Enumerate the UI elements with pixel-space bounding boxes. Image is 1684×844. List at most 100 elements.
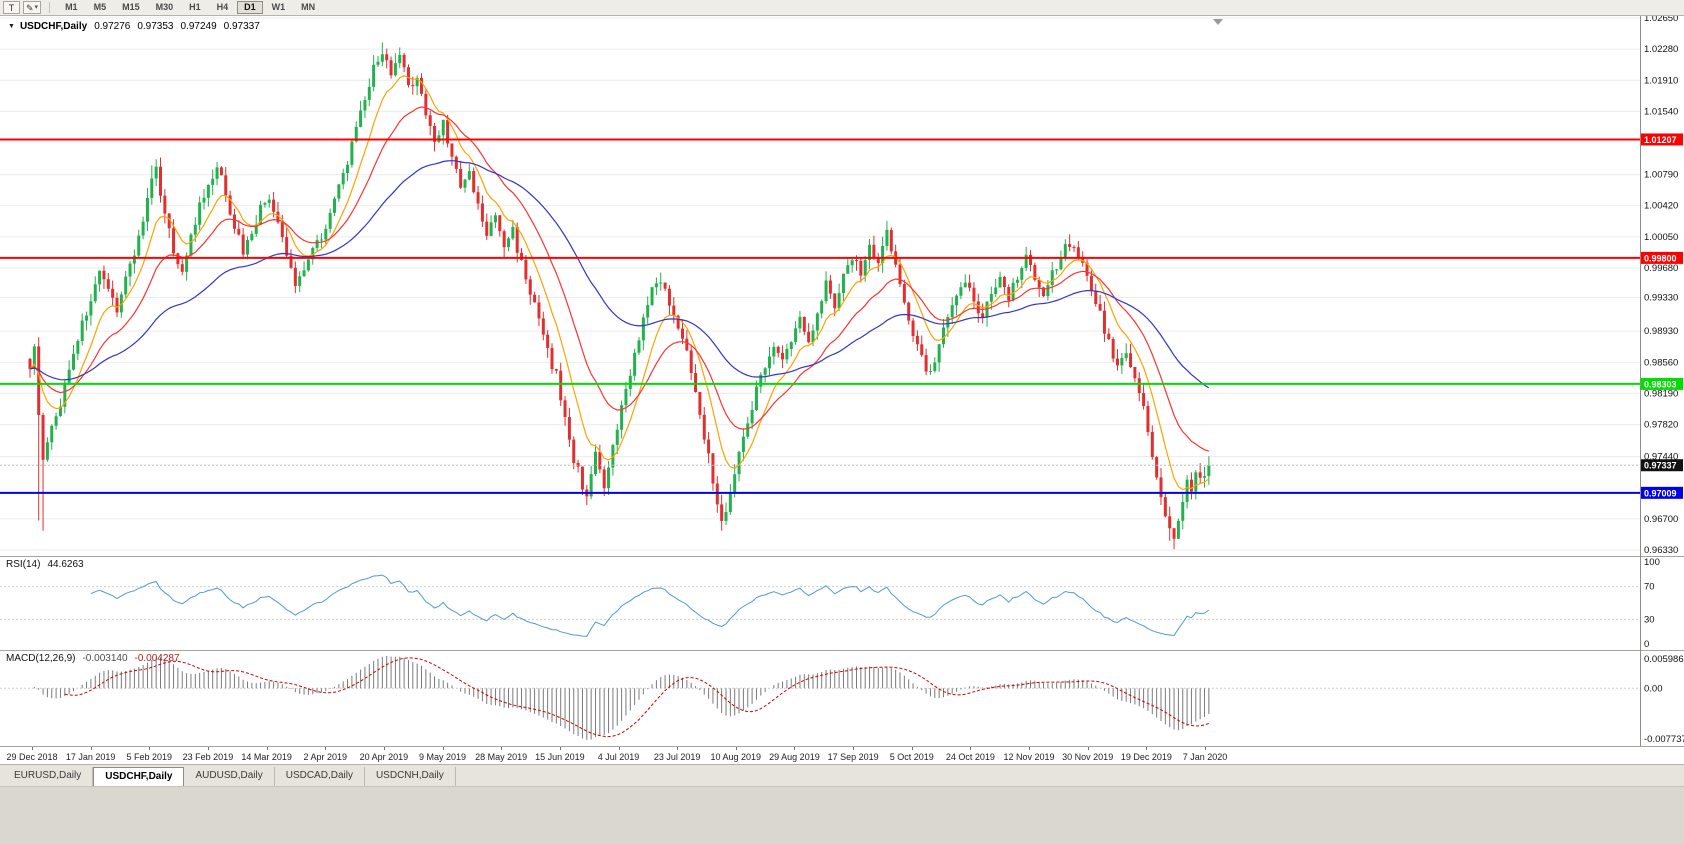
price-axis-label: 1.02650: [1644, 16, 1678, 24]
candle-body: [594, 451, 597, 475]
timeframe-button-d1[interactable]: D1: [237, 1, 263, 14]
candle-body: [254, 224, 258, 234]
rsi-axis[interactable]: [1640, 557, 1684, 650]
price-axis[interactable]: [1640, 16, 1684, 556]
timeframe-button-m1[interactable]: M1: [58, 1, 85, 14]
macd-axis[interactable]: [1640, 651, 1684, 746]
candle-body: [415, 77, 419, 87]
timeframe-button-m30[interactable]: M30: [149, 1, 181, 14]
time-axis-label: 28 May 2019: [475, 752, 528, 762]
candle-body: [550, 347, 554, 370]
rsi-axis-label: 30: [1644, 614, 1655, 625]
timeframe-button-mn[interactable]: MN: [294, 1, 322, 14]
candle-body: [607, 467, 611, 489]
time-axis-tick: [618, 747, 620, 750]
candle-body: [1133, 367, 1137, 379]
candle-body: [1137, 378, 1141, 394]
candle-body: [1059, 258, 1063, 270]
candle-body: [267, 199, 271, 204]
candle-body: [1163, 497, 1167, 517]
candle-body: [389, 60, 393, 76]
macd-axis-label: 0.00: [1644, 683, 1663, 694]
candle-body: [150, 178, 154, 198]
candle-body: [1146, 406, 1150, 432]
timeframe-button-m15[interactable]: M15: [115, 1, 147, 14]
price-axis-label: 0.99330: [1644, 292, 1678, 303]
candle-body: [380, 54, 384, 62]
candle-body: [302, 270, 306, 277]
timeframe-button-h1[interactable]: H1: [182, 1, 208, 14]
chart-tab-eurusd[interactable]: EURUSD,Daily: [3, 767, 94, 786]
candle-body: [311, 247, 315, 260]
candle-body: [180, 264, 184, 272]
candle-body: [1072, 246, 1076, 248]
candle-body: [280, 222, 284, 238]
candle-body: [411, 85, 415, 87]
candle-body: [620, 405, 624, 430]
rsi-indicator-panel[interactable]: 100 70 30 0: [0, 556, 1684, 650]
chart-tab-usdcnh[interactable]: USDCNH,Daily: [365, 767, 456, 786]
candle-body: [172, 228, 176, 254]
rsi-line: [90, 574, 1210, 637]
candle-body: [698, 392, 702, 415]
macd-name: MACD(12,26,9): [6, 653, 76, 664]
price-axis-label: 1.00420: [1644, 201, 1678, 212]
candle-body: [720, 504, 724, 521]
rsi-background[interactable]: [0, 556, 1684, 650]
candle-body: [385, 54, 389, 61]
macd-background[interactable]: [0, 650, 1684, 746]
timeframe-button-m5[interactable]: M5: [87, 1, 114, 14]
candle-body: [1024, 254, 1028, 269]
chart-symbol-label: USDCHF,Daily: [19, 21, 88, 32]
chart-tab-audusd[interactable]: AUDUSD,Daily: [184, 767, 275, 786]
main-price-chart[interactable]: 1.02650 1.02280 1.01910 1.01540 1.00790 1.004…: [0, 16, 1684, 556]
chart-tab-usdcad[interactable]: USDCAD,Daily: [275, 767, 365, 786]
chart-tab-usdchf[interactable]: USDCHF,Daily: [93, 767, 185, 786]
candle-body: [346, 164, 350, 174]
candle-body: [841, 273, 845, 294]
candle-body: [559, 370, 563, 401]
candle-body: [141, 221, 145, 236]
candle-body: [772, 346, 776, 357]
candle-body: [315, 240, 319, 248]
timeframe-button-w1[interactable]: W1: [265, 1, 293, 14]
symbol-dropdown-icon[interactable]: ▼: [8, 23, 15, 30]
time-axis-label: 29 Aug 2019: [769, 752, 820, 762]
price-tag-label: 0.97337: [1644, 461, 1677, 471]
chart-type-button[interactable]: T: [3, 1, 20, 14]
time-axis[interactable]: 29 Dec 2018 17 Jan 2019 5 Feb 2019 23 Feb 2…: [0, 746, 1684, 764]
candle-body: [833, 293, 837, 309]
candle-body: [1089, 275, 1093, 291]
candle-body: [89, 301, 93, 316]
candle-body: [493, 215, 497, 223]
candle-body: [950, 305, 954, 318]
candle-body: [1094, 290, 1098, 304]
candle-body: [189, 234, 193, 256]
time-axis-tick: [853, 747, 855, 750]
time-axis-tick: [266, 747, 268, 750]
macd-main-value: -0.003140: [82, 653, 128, 664]
candle-body: [915, 336, 919, 345]
macd-indicator-panel[interactable]: 0.005986 0.00 -0.007737: [0, 650, 1684, 746]
time-axis-tick: [207, 747, 209, 750]
candle-body: [76, 341, 80, 354]
toolbar-separator: [49, 2, 51, 13]
time-axis-label: 5 Feb 2019: [126, 752, 173, 762]
candle-body: [1142, 393, 1146, 407]
candle-body: [985, 301, 989, 318]
time-axis-label: 9 May 2019: [419, 752, 467, 762]
rsi-name: RSI(14): [6, 559, 41, 570]
candle-body: [1002, 276, 1006, 288]
timeframe-button-h4[interactable]: H4: [210, 1, 236, 14]
candle-body: [32, 346, 36, 369]
candle-body: [615, 429, 619, 445]
candle-body: [928, 371, 932, 373]
draw-tool-button[interactable]: ✎ ▾: [23, 1, 42, 14]
chart-shift-marker[interactable]: [1213, 19, 1223, 25]
candle-body: [672, 305, 676, 316]
time-axis-label: 24 Oct 2019: [945, 752, 995, 762]
candle-body: [1046, 285, 1050, 297]
time-axis-tick: [1087, 747, 1089, 750]
candle-body: [1063, 244, 1067, 259]
